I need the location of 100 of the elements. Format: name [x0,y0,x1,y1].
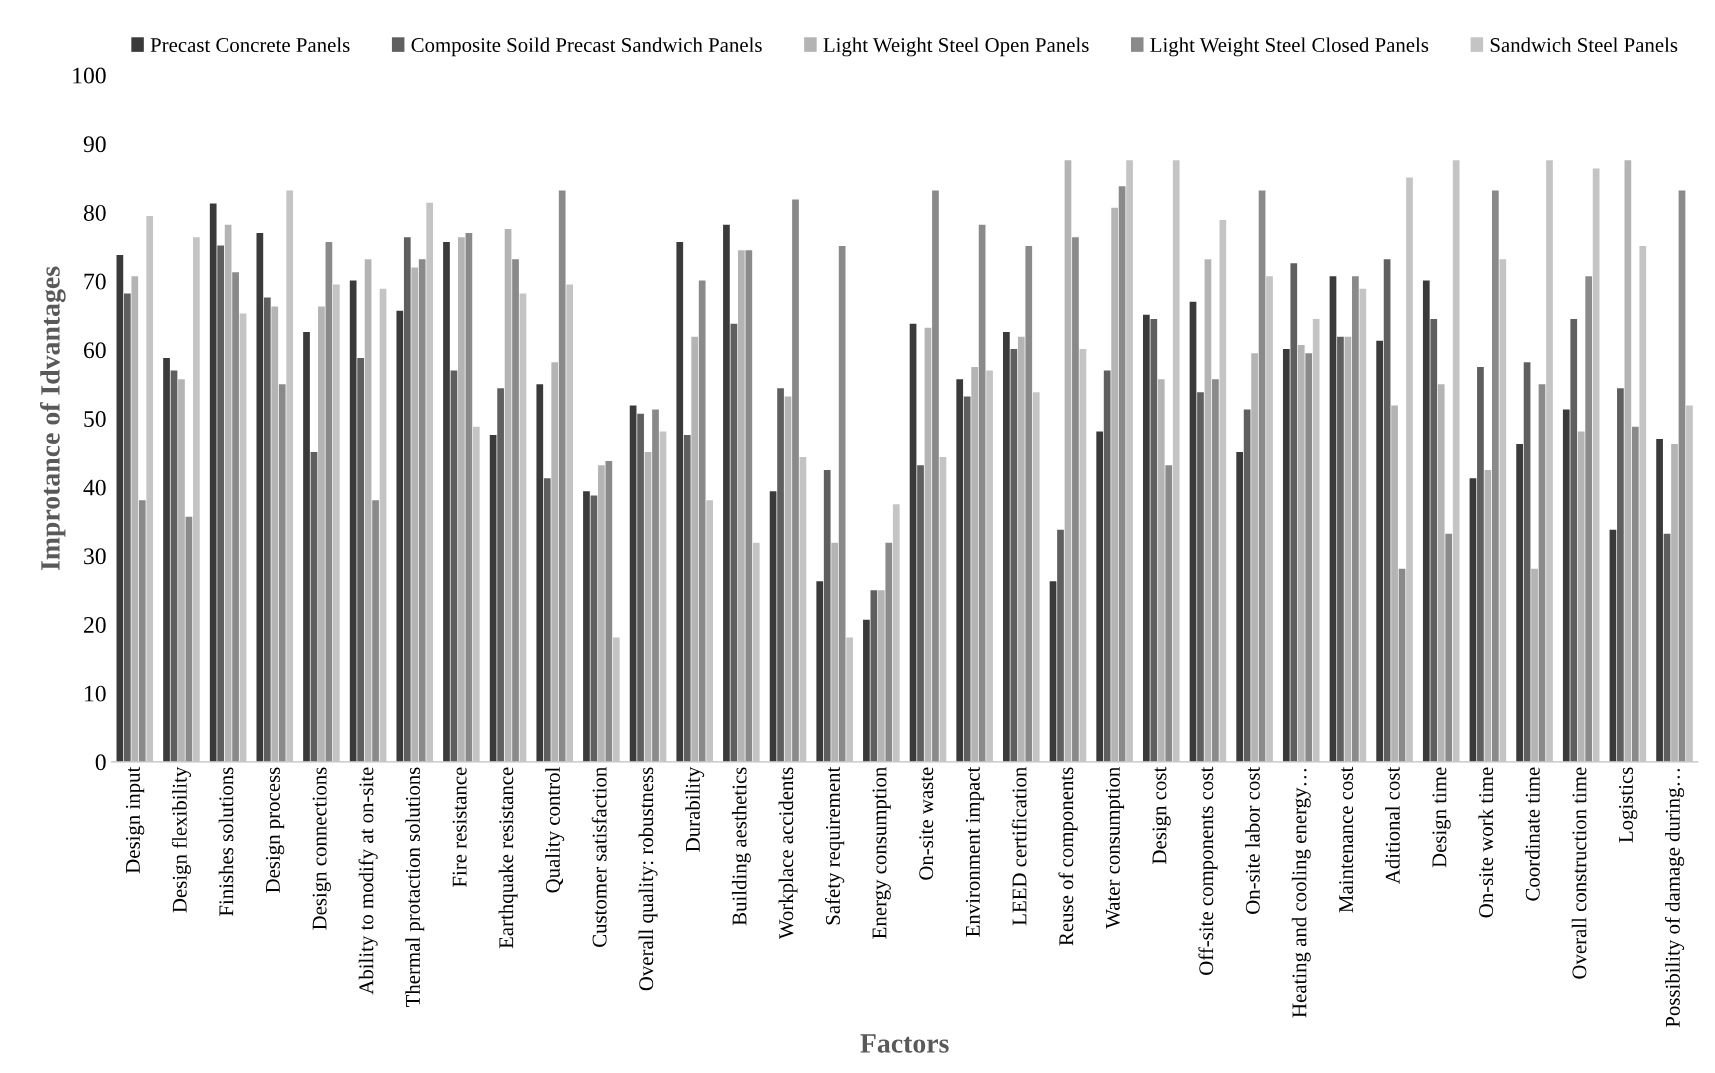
legend-label: Light Weight Steel Closed Panels [1150,37,1429,57]
y-tick-label: 20 [84,616,106,633]
bar [256,233,264,762]
x-tick-label: Possibility of damage during… [1664,768,1685,1028]
x-tick-label: On-site work time [1478,767,1494,918]
bar [885,542,893,762]
bar [357,358,364,762]
bar [1631,426,1639,762]
bar [1072,237,1079,762]
bar [745,250,753,762]
bar [1516,443,1523,762]
bar [396,310,404,762]
bar [1142,314,1150,762]
x-tick-label: On-site waste [919,767,934,880]
x-tick-label: Customer satisfaction [591,767,607,947]
bar [1305,353,1313,762]
y-tick-label: 10 [85,685,106,702]
bar [263,297,271,762]
y-tick-label: 0 [95,754,106,771]
bar [1236,452,1244,762]
x-tick-label: Design time [1432,767,1451,868]
bar [123,293,131,762]
bar [1290,263,1298,762]
x-tick-label: Logistics [1619,767,1638,843]
bar [418,259,426,762]
y-axis-title: Improtance of Idvantages [39,266,66,571]
bar [163,358,170,762]
bar [349,280,357,762]
bar [777,388,784,762]
x-tick-label: Overall construction time [1571,767,1587,979]
x-tick-label: Environment impact [965,766,985,937]
y-tick-label: 80 [83,204,106,221]
bar [1617,388,1624,762]
bar [138,500,146,762]
bar [232,272,239,762]
x-tick-label: Building aesthetics [731,767,751,926]
bar [217,245,225,762]
bar [823,469,831,762]
bar [543,478,551,762]
x-tick-label: Earthquake resistance [498,767,518,949]
legend-label: Composite Soild Precast Sandwich Panels [411,37,762,57]
x-tick-label: Overall quality: robustness [638,767,658,991]
bar [676,241,684,762]
x-tick-label: Coordinate time [1525,767,1540,901]
bar [863,619,870,762]
x-tick-label: Energy consumption [872,767,891,939]
x-tick-label: Workplace accidents [778,767,798,940]
bar [278,384,286,762]
bar [1003,331,1010,762]
x-tick-label: Durability [685,766,705,852]
bar [1352,276,1359,762]
bar [1422,280,1430,762]
y-tick-label: 90 [83,136,106,153]
bar [1376,340,1383,762]
y-tick-label: 60 [84,342,106,359]
bar [1025,246,1033,762]
y-tick-label: 100 [73,67,106,84]
x-tick-label: Safety requirement [825,766,845,925]
bar [512,259,519,762]
bar [1103,370,1111,762]
bar [1570,318,1578,762]
bar [497,388,504,762]
bar [637,413,644,762]
bar [816,581,824,762]
x-axis-title: Factors [860,1034,949,1053]
bar [1150,318,1158,762]
x-tick-label: LEED certification [1011,767,1027,926]
bar [1656,439,1663,762]
x-tick-label: Design input [125,766,145,874]
bar [1197,392,1204,762]
bar [1096,431,1104,762]
bar [372,500,379,762]
x-tick-label: Design process [265,767,285,893]
legend-label: Precast Concrete Panels [150,37,350,53]
bar [963,396,971,762]
bar [683,434,691,762]
x-tick-label: Design flexibility [171,766,192,913]
x-tick-label: Off-site components cost [1198,766,1218,975]
bar [956,379,964,762]
bar [209,203,217,762]
bar [792,199,799,762]
y-tick-label: 50 [84,410,106,427]
x-tick-label: Design connections [312,767,331,930]
x-tick-label: Design cost [1152,766,1171,864]
bar [1010,349,1018,762]
bar [403,237,411,762]
legend-label: Sandwich Steel Panels [1490,37,1678,53]
bar [1562,409,1570,762]
bar [583,491,590,762]
bar [698,280,706,762]
bar [303,331,310,762]
y-tick-label: 30 [84,548,106,565]
x-tick-label: Heating and cooling energy… [1291,768,1311,1018]
bar [838,246,846,762]
bar [443,241,450,762]
x-tick-label: Aditional cost [1385,766,1400,884]
x-tick-label: Maintenance cost [1339,766,1354,913]
bar [558,190,566,762]
bar [536,384,544,762]
x-tick-label: Ability to modify at on-site [358,767,378,995]
